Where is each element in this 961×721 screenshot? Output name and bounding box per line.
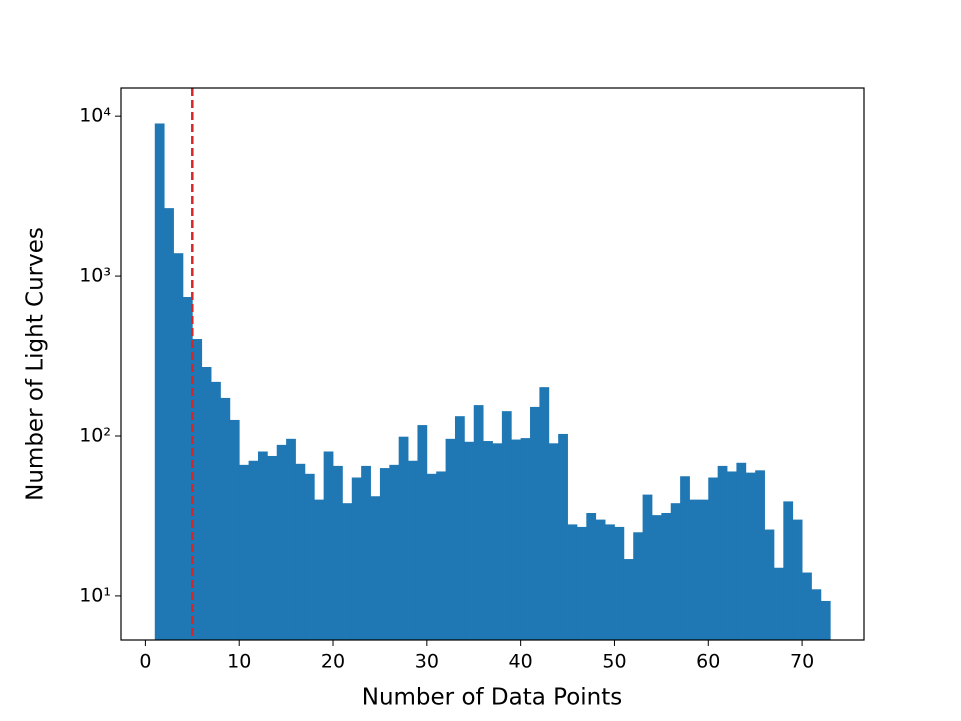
bar (802, 572, 812, 640)
bar (192, 339, 203, 640)
bar (389, 464, 400, 640)
bar (745, 472, 756, 640)
bar (820, 600, 831, 640)
bar (501, 411, 512, 640)
bar (633, 532, 644, 640)
bar (736, 462, 747, 640)
bar (248, 460, 259, 640)
bar (220, 397, 231, 640)
y-tick-label: 10³ (79, 265, 111, 287)
bar (661, 512, 672, 640)
bar (229, 419, 240, 640)
bar (351, 477, 362, 640)
x-axis-label: Number of Data Points (362, 685, 623, 711)
bar (164, 208, 174, 641)
x-tick-label: 10 (227, 651, 251, 673)
bar (173, 253, 184, 640)
bar (773, 567, 784, 640)
bar (651, 515, 662, 640)
bar (370, 496, 381, 640)
bar (201, 367, 212, 640)
bar (361, 465, 371, 640)
y-tick-label: 10² (79, 424, 111, 446)
bar (576, 526, 587, 640)
bar (698, 499, 709, 640)
x-tick-label: 70 (790, 651, 814, 673)
bar (764, 529, 775, 640)
bar (530, 406, 540, 640)
bar (417, 425, 428, 640)
bar (473, 405, 484, 640)
x-tick-label: 20 (321, 651, 345, 673)
bar (811, 589, 822, 640)
x-tick-label: 50 (602, 651, 626, 673)
bar (398, 436, 409, 640)
bar (605, 524, 615, 640)
bar (670, 503, 681, 640)
bar (680, 476, 690, 640)
bar (708, 477, 719, 640)
bar (342, 503, 353, 640)
bar (267, 455, 278, 640)
bar (182, 296, 193, 640)
bar (595, 519, 606, 640)
bar (276, 444, 287, 640)
bar (642, 494, 653, 640)
x-tick-label: 0 (139, 651, 151, 673)
bar (211, 381, 221, 640)
bar (492, 443, 503, 640)
bar (727, 471, 737, 640)
bar (792, 519, 803, 640)
y-tick-label: 10¹ (79, 584, 111, 606)
bar (755, 470, 765, 640)
x-tick-label: 40 (509, 651, 533, 673)
bar (614, 526, 625, 640)
bar (154, 123, 165, 641)
bar (539, 387, 550, 640)
bar (379, 468, 390, 640)
y-tick-label: 10⁴ (79, 105, 111, 127)
bar (239, 464, 249, 640)
y-axis-label: Number of Light Curves (23, 227, 49, 501)
bar (520, 438, 531, 640)
bar (314, 499, 325, 640)
bar (295, 463, 306, 640)
bar (558, 433, 568, 640)
bar (323, 451, 334, 640)
bar (783, 501, 794, 640)
bar (426, 473, 437, 640)
plot-frame (120, 87, 865, 641)
bar (454, 416, 465, 640)
bar (567, 524, 578, 640)
bar (445, 438, 456, 640)
bar (304, 473, 315, 640)
bar (333, 465, 343, 640)
bar (689, 499, 700, 640)
x-tick-label: 60 (696, 651, 720, 673)
bar (436, 471, 446, 640)
bar (408, 460, 418, 640)
bar (623, 559, 634, 640)
bar (586, 512, 597, 640)
x-tick-label: 30 (415, 651, 439, 673)
bar (464, 441, 475, 640)
bar (511, 439, 522, 640)
bar (548, 443, 559, 640)
bar (483, 441, 493, 640)
bar (257, 451, 268, 640)
bar (286, 438, 296, 640)
bar (717, 465, 728, 640)
